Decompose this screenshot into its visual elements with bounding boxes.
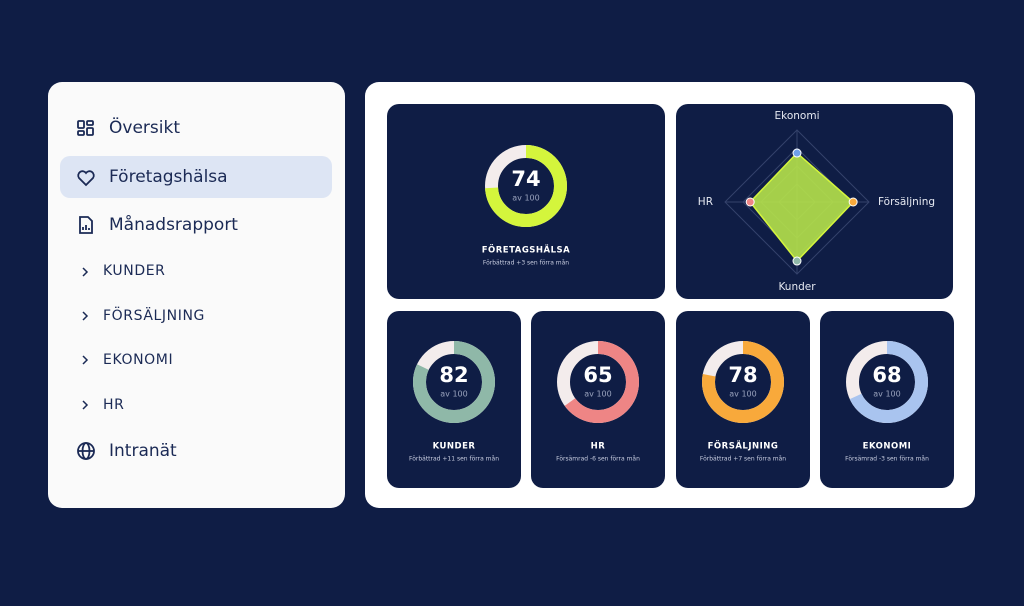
score: 82 xyxy=(439,363,468,387)
nav-item[interactable]: Företagshälsa xyxy=(109,167,228,187)
radar-label: Ekonomi xyxy=(775,110,820,122)
card-note: Försämrad -6 sen förra mån xyxy=(556,456,640,463)
score-max: av 100 xyxy=(440,390,467,399)
score-max: av 100 xyxy=(512,194,539,203)
card xyxy=(820,311,954,488)
card-note: Försämrad -3 sen förra mån xyxy=(845,456,929,463)
radar-point xyxy=(792,148,802,158)
card-title: FÖRETAGSHÄLSA xyxy=(482,245,571,256)
radar-label: Försäljning xyxy=(878,196,935,208)
nav-item[interactable]: Intranät xyxy=(109,441,177,461)
nav-item[interactable]: EKONOMI xyxy=(103,352,173,368)
card-note: Förbättrad +11 sen förra mån xyxy=(409,456,499,463)
card-note: Förbättrad +7 sen förra mån xyxy=(700,456,786,463)
nav-item[interactable]: FÖRSÄLJNING xyxy=(103,306,205,324)
radar-label: Kunder xyxy=(778,281,816,293)
radar-point xyxy=(792,256,802,266)
gauge-arc xyxy=(702,341,784,423)
nav-item[interactable]: Översikt xyxy=(109,116,180,138)
card-title: FÖRSÄLJNING xyxy=(708,441,779,452)
nav-item[interactable]: Månadsrapport xyxy=(109,214,238,235)
card xyxy=(387,311,521,488)
card xyxy=(387,104,665,299)
card xyxy=(531,311,665,488)
score: 65 xyxy=(583,363,612,387)
gauge-arc xyxy=(846,341,928,423)
gauge-arc xyxy=(413,341,495,423)
score-max: av 100 xyxy=(873,390,900,399)
radar-label: HR xyxy=(698,196,713,208)
nav-active xyxy=(60,156,332,198)
score-max: av 100 xyxy=(729,390,756,399)
sidebar xyxy=(48,82,345,508)
nav-item[interactable]: KUNDER xyxy=(103,263,165,279)
radar-point xyxy=(848,197,858,207)
card xyxy=(676,311,810,488)
gauge-arc xyxy=(557,341,639,423)
card-title: HR xyxy=(591,442,606,452)
card-note: Förbättrad +3 sen förra mån xyxy=(483,260,569,267)
radar-point xyxy=(745,197,755,207)
card-title: KUNDER xyxy=(433,442,476,452)
score: 68 xyxy=(872,363,901,387)
score: 78 xyxy=(728,363,757,387)
score: 74 xyxy=(511,167,540,191)
gauge-arc xyxy=(485,145,567,227)
nav-item[interactable]: HR xyxy=(103,397,124,413)
score-max: av 100 xyxy=(584,390,611,399)
card-title: EKONOMI xyxy=(863,442,912,452)
nav-icons xyxy=(77,120,95,460)
